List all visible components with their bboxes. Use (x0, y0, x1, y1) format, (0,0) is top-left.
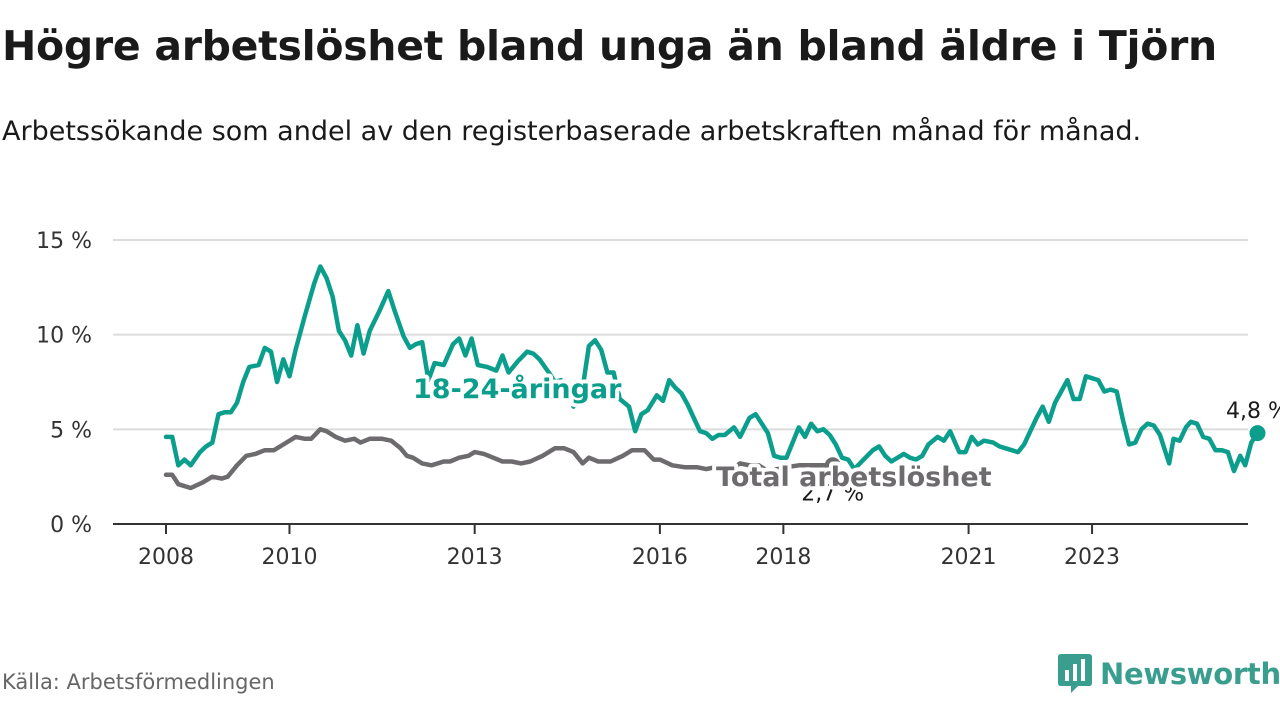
y-tick-label: 5 % (50, 418, 92, 443)
brand-logo: Newsworthy (1058, 654, 1280, 694)
y-tick-label: 15 % (36, 229, 92, 254)
y-tick-label: 10 % (36, 324, 92, 349)
series-layer (163, 264, 1266, 491)
chart-title: Högre arbetslöshet bland unga än bland ä… (2, 22, 1217, 70)
x-tick-label: 2023 (1064, 545, 1120, 570)
series-line-total-arbetsl-shet (163, 427, 836, 491)
end-value-label-total: 2,7 % (801, 481, 864, 506)
end-value-label-youth: 4,8 % (1226, 399, 1280, 424)
brand-name: Newsworthy (1100, 657, 1280, 691)
series-end-point-18-24-ringar (1249, 425, 1266, 442)
series-end-point-total-arbetsl-shet (824, 457, 841, 474)
series-annotation: Total arbetslöshet (716, 462, 992, 493)
x-tick-label: 2013 (447, 545, 503, 570)
tick-layer: 0 % 5 % 10 % 15 % 2008 2010 2013 2016 2018 2021 20… (36, 229, 1120, 570)
x-tick-label: 2016 (632, 545, 688, 570)
chart-subtitle: Arbetssökande som andel av den registerb… (2, 116, 1142, 147)
grid-layer (113, 239, 1248, 525)
x-tick-label: 2018 (755, 545, 811, 570)
label-layer: 4,8 % 2,7 % 18-24-åringar Total arbetslöshe… (409, 369, 1280, 506)
line-chart: 0 % 5 % 10 % 15 % 2008 2010 2013 2016 2018 2021 20… (36, 229, 1280, 570)
x-tick-label: 2010 (261, 545, 317, 570)
series-annotation: 18-24-åringar (413, 373, 622, 405)
x-tick-label: 2021 (941, 545, 997, 570)
source-note: Källa: Arbetsförmedlingen (2, 670, 275, 694)
series-line-18-24-ringar (163, 264, 1260, 474)
newsworthy-logo-icon (1058, 654, 1092, 693)
x-tick-label: 2008 (138, 545, 194, 570)
y-tick-label: 0 % (50, 513, 92, 538)
